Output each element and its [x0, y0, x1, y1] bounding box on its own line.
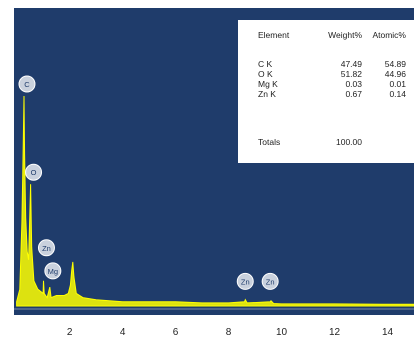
peak-label-zn-4: Zn	[236, 272, 254, 290]
x-tick-label: 12	[328, 327, 341, 338]
row-weight: 47.49	[340, 59, 362, 69]
table-row: Zn K 0.67 0.14	[258, 89, 412, 99]
peak-label-text: Zn	[42, 244, 51, 253]
totals-label: Totals	[258, 137, 281, 147]
row-atomic: 54.89	[384, 59, 406, 69]
x-tick-label: 2	[66, 327, 73, 338]
row-element: O K	[258, 69, 273, 79]
row-atomic: 0.01	[389, 79, 406, 89]
header-weight: Weight%	[328, 30, 362, 40]
table-row: C K 47.49 54.89	[258, 59, 412, 69]
row-atomic: 44.96	[384, 69, 406, 79]
peak-label-text: Zn	[266, 277, 275, 286]
peak-label-text: Mg	[48, 267, 58, 276]
row-element: C K	[258, 59, 273, 69]
table-row: O K 51.82 44.96	[258, 69, 412, 79]
row-weight: 0.03	[345, 79, 362, 89]
peak-label-zn-5: Zn	[261, 272, 279, 290]
peak-label-text: O	[31, 168, 37, 177]
peak-label-text: Zn	[241, 277, 250, 286]
totals-value: 100.00	[336, 137, 362, 147]
row-element: Mg K	[258, 79, 278, 89]
peak-label-text: C	[24, 80, 30, 89]
header-element: Element	[258, 30, 290, 40]
peak-label-o-1: O	[25, 163, 43, 181]
table-header-row: Element Weight% Atomic%	[258, 30, 412, 40]
totals-row: Totals 100.00	[258, 137, 362, 147]
quantification-table: Element Weight% Atomic% C K 47.49 54.89 …	[238, 20, 414, 163]
row-weight: 51.82	[340, 69, 362, 79]
row-weight: 0.67	[345, 89, 362, 99]
spectrum-series-0	[16, 95, 414, 307]
x-tick-label: 4	[119, 327, 126, 338]
table-row: Mg K 0.03 0.01	[258, 79, 412, 89]
x-tick-label: 6	[172, 327, 179, 338]
row-element: Zn K	[258, 89, 276, 99]
spectrum-chart: C O Zn Mg Zn Zn	[14, 75, 414, 310]
peak-label-zn-2: Zn	[37, 239, 55, 257]
header-atomic: Atomic%	[372, 30, 406, 40]
peak-label-c-0: C	[18, 75, 36, 93]
x-tick-label: 10	[275, 327, 288, 338]
x-tick-label: 14	[381, 327, 394, 338]
row-atomic: 0.14	[389, 89, 406, 99]
x-tick-label: 8	[225, 327, 232, 338]
peak-label-mg-3: Mg	[44, 262, 62, 280]
